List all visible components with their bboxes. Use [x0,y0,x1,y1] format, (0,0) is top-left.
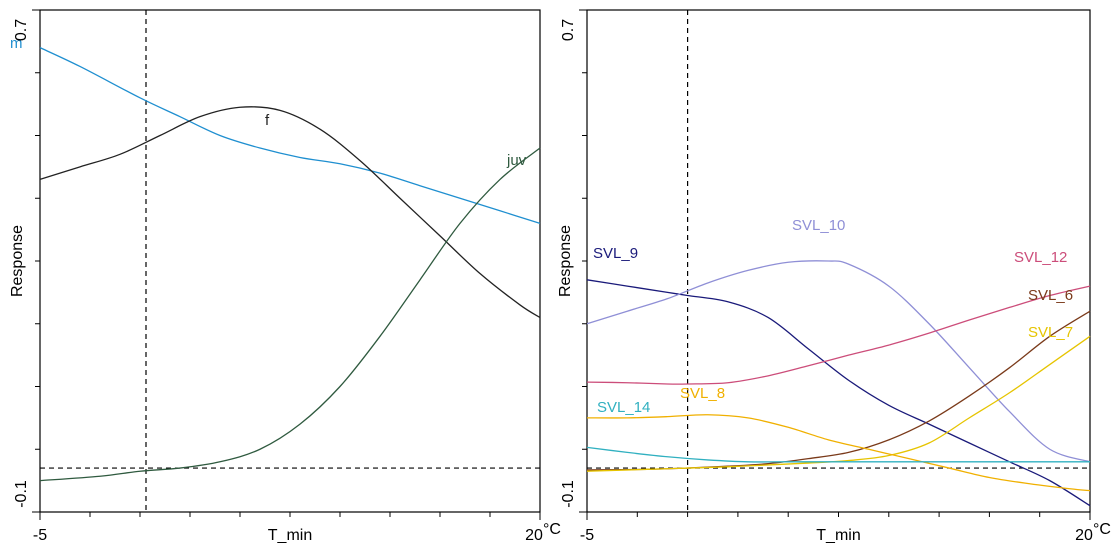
y-axis-title: Response [9,225,26,297]
series-label-SVL_6: SVL_6 [1028,287,1073,304]
series-line-SVL_9 [586,279,1091,507]
series-line-SVL_8 [586,414,1091,492]
series-label-f: f [265,112,270,129]
series-line-SVL_6 [586,310,1091,471]
x-tick-label: 20 [1075,527,1093,544]
series-label-SVL_8: SVL_8 [680,385,725,402]
series-line-juv [39,147,541,482]
series-line-m [39,47,541,224]
series-line-f [39,106,541,319]
series-label-SVL_10: SVL_10 [792,217,845,234]
series-line-SVL_14 [586,446,1090,463]
chart-panel-1: m f juv -5 20 °C T_min -0.1 0.7 Response [9,9,561,544]
x-axis-title: T_min [816,527,860,544]
y-tick-label: 0.7 [13,19,30,41]
x-axis-title: T_min [268,527,312,544]
y-tick-label: 0.7 [560,19,577,41]
y-axis-title: Response [557,225,574,297]
y-tick-label: -0.1 [13,480,30,508]
chart-panel-2: SVL_9 SVL_10 SVL_12 SVL_6 SVL_7 SVL_8 SVL_14 -5… [557,9,1111,544]
series-label-SVL_12: SVL_12 [1014,249,1067,266]
series-label-SVL_14: SVL_14 [597,399,650,416]
series-label-SVL_7: SVL_7 [1028,324,1073,341]
series-label-SVL_9: SVL_9 [593,245,638,262]
series-line-SVL_12 [586,285,1091,385]
x-unit-label: °C [543,521,561,538]
x-tick-label: 20 [525,527,543,544]
series-line-SVL_7 [586,335,1091,472]
x-tick-label: -5 [33,527,47,544]
series-label-juv: juv [506,152,527,169]
x-unit-label: °C [1093,521,1111,538]
y-tick-label: -0.1 [560,480,577,508]
x-tick-label: -5 [580,527,594,544]
series-line-SVL_10 [586,260,1091,463]
series-label-m: m [10,35,23,52]
